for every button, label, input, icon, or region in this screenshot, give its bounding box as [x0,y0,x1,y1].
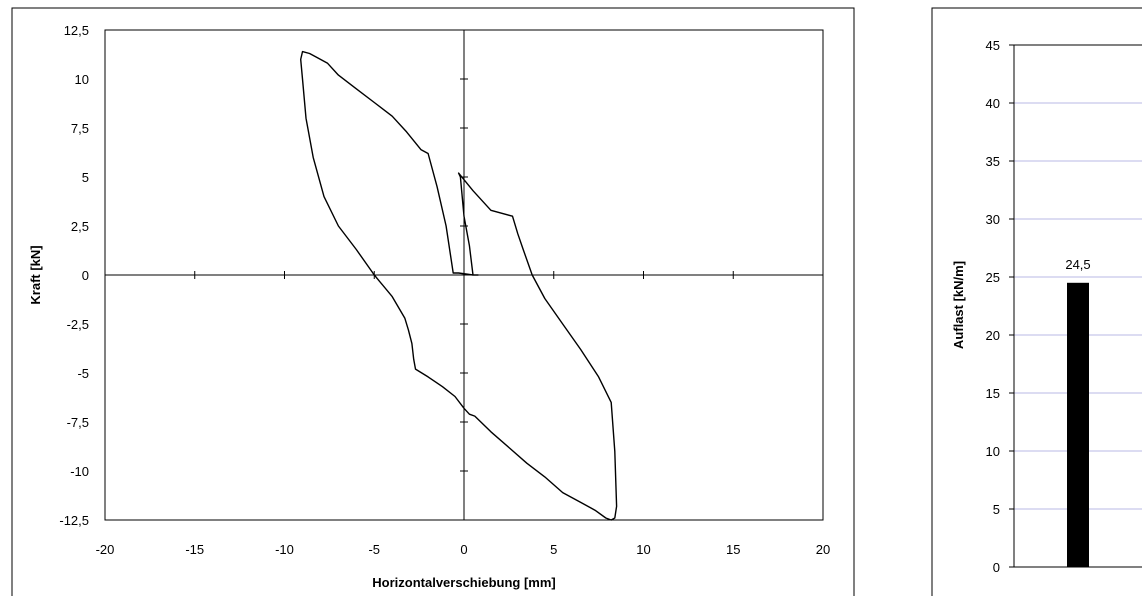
y-tick-label: 0 [82,268,89,283]
right-y-tick-label: 10 [986,444,1000,459]
right-gridlines [1014,44,1142,510]
y-tick-label: -12,5 [59,513,89,528]
right-tick-labels: 0 5 10 15 20 25 30 35 40 45 [986,38,1000,575]
y-tick-label: -7,5 [67,415,89,430]
x-tick-label: 5 [550,542,557,557]
y-tick-label: -2,5 [67,317,89,332]
right-y-tick-label: 20 [986,328,1000,343]
hysteresis-chart: -20 -15 -10 -5 0 5 10 15 20 12,5 10 7,5 5 2,5 0 -2,5 -5 -… [11,7,855,596]
left-tick-labels: -20 -15 -10 -5 0 5 10 15 20 12,5 10 7,5 5 2,5 0 -2,5 -5 -… [59,23,830,557]
x-tick-label: 20 [816,542,830,557]
load-bar-chart: 0 5 10 15 20 25 30 35 40 45 24,5 Auflast [kN/m] [931,7,1142,596]
x-tick-label: -15 [185,542,204,557]
y-tick-label: 5 [82,170,89,185]
chart-frame-right [931,7,1142,596]
y-tick-label: 10 [75,72,89,87]
x-tick-label: -10 [275,542,294,557]
hysteresis-curve [300,50,618,521]
x-tick-label: -20 [96,542,115,557]
right-y-axis-title: Auflast [kN/m] [951,261,966,349]
left-series [300,50,618,521]
x-tick-label: 10 [636,542,650,557]
right-y-tick-label: 40 [986,96,1000,111]
right-y-tick-label: 25 [986,270,1000,285]
left-axes [104,29,824,521]
y-tick-label: -5 [77,366,89,381]
bar-data-label: 24,5 [1065,257,1090,272]
right-y-tick-label: 45 [986,38,1000,53]
right-y-tick-label: 35 [986,154,1000,169]
y-axis-title: Kraft [kN] [28,245,43,304]
x-tick-label: 15 [726,542,740,557]
y-tick-label: 12,5 [64,23,89,38]
x-axis-title: Horizontalverschiebung [mm] [372,575,555,590]
right-y-tick-label: 5 [993,502,1000,517]
y-tick-label: 7,5 [71,121,89,136]
chart-frame-left [11,7,855,596]
load-bar [1067,282,1089,567]
right-y-tick-label: 15 [986,386,1000,401]
y-tick-label: 2,5 [71,219,89,234]
right-y-tick-label: 0 [993,560,1000,575]
right-y-tick-label: 30 [986,212,1000,227]
right-bars: 24,5 [1065,257,1091,567]
y-tick-label: -10 [70,464,89,479]
x-tick-label: 0 [460,542,467,557]
x-tick-label: -5 [368,542,380,557]
